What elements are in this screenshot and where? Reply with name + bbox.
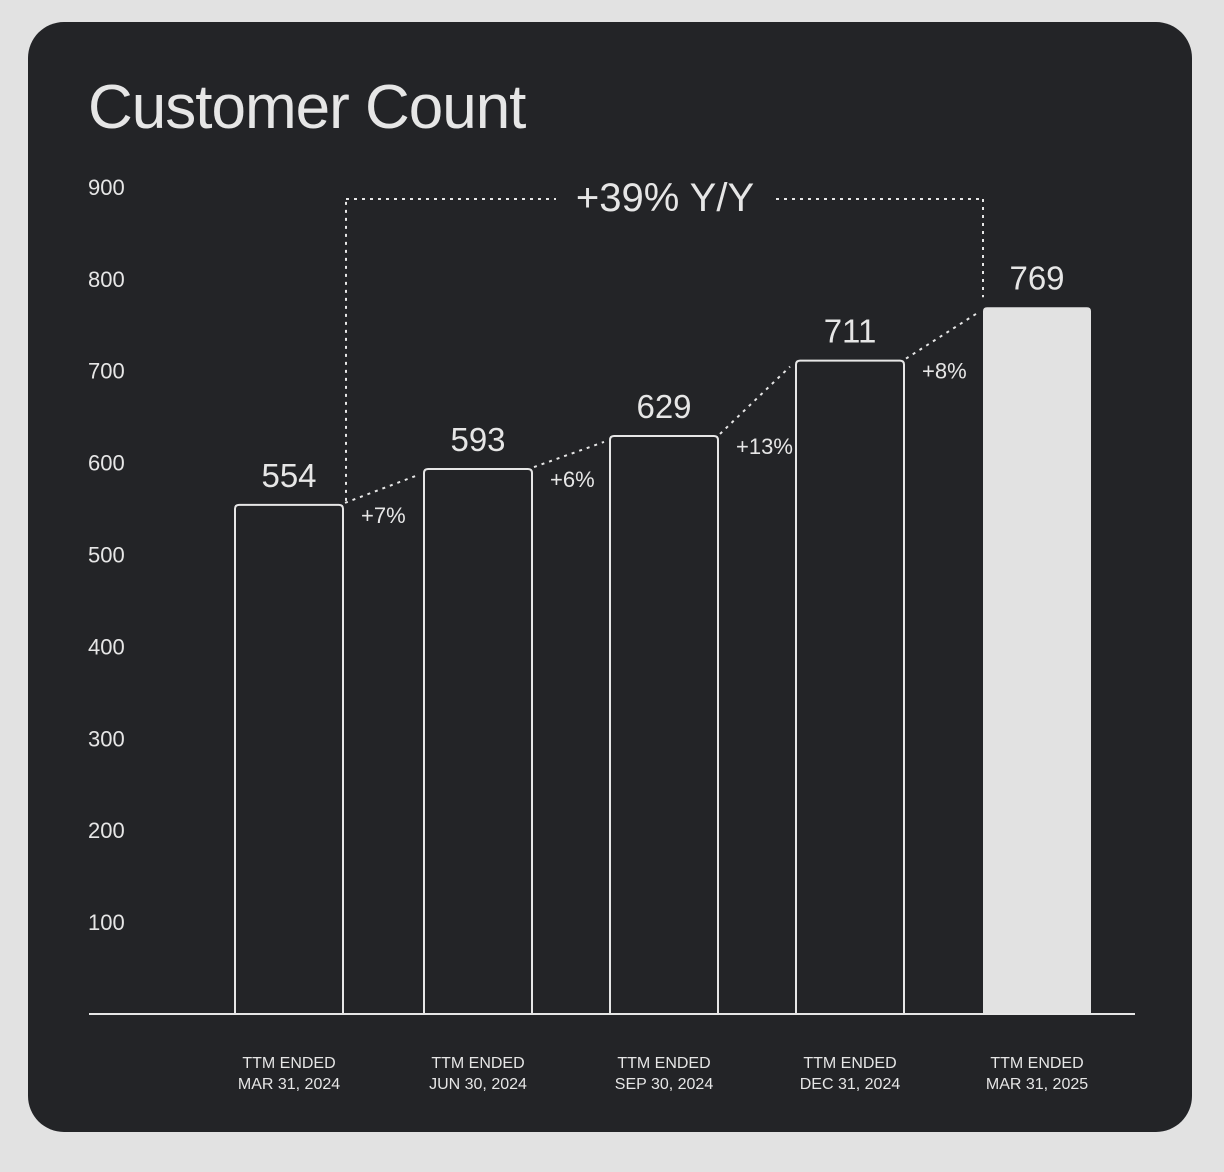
x-tick-label: TTM ENDED bbox=[617, 1055, 710, 1072]
bars-group bbox=[234, 307, 1091, 1014]
y-tick-label: 300 bbox=[88, 726, 125, 751]
x-axis-labels: TTM ENDED MAR 31, 2024 TTM ENDED JUN 30, 20… bbox=[238, 1055, 1088, 1093]
x-tick-label: JUN 30, 2024 bbox=[429, 1076, 527, 1093]
growth-connector bbox=[719, 365, 791, 435]
growth-label: +13% bbox=[736, 434, 793, 459]
x-tick-label: DEC 31, 2024 bbox=[800, 1076, 901, 1093]
growth-label: +6% bbox=[550, 467, 595, 492]
value-label: 711 bbox=[824, 313, 877, 350]
y-tick-label: 200 bbox=[88, 818, 125, 843]
growth-label: +7% bbox=[361, 503, 406, 528]
x-tick-label: TTM ENDED bbox=[242, 1055, 335, 1072]
bar bbox=[795, 359, 905, 1014]
growth-connectors bbox=[344, 312, 978, 504]
x-tick-label: TTM ENDED bbox=[990, 1055, 1083, 1072]
bar bbox=[609, 434, 719, 1014]
bar bbox=[234, 503, 344, 1014]
y-tick-label: 100 bbox=[88, 910, 125, 935]
x-tick-label: MAR 31, 2024 bbox=[238, 1076, 340, 1093]
y-tick-label: 600 bbox=[88, 451, 125, 476]
yoy-label: +39% Y/Y bbox=[576, 176, 754, 220]
value-label: 554 bbox=[261, 457, 316, 494]
x-tick-label: SEP 30, 2024 bbox=[615, 1076, 714, 1093]
y-tick-label: 700 bbox=[88, 359, 125, 384]
y-tick-label: 500 bbox=[88, 543, 125, 568]
growth-connector bbox=[344, 474, 419, 504]
x-tick-label: TTM ENDED bbox=[431, 1055, 524, 1072]
x-tick-label: MAR 31, 2025 bbox=[986, 1076, 1088, 1093]
y-tick-label: 400 bbox=[88, 634, 125, 659]
y-tick-label: 800 bbox=[88, 267, 125, 292]
value-label: 593 bbox=[450, 421, 505, 458]
bar bbox=[983, 307, 1091, 1014]
x-tick-label: TTM ENDED bbox=[803, 1055, 896, 1072]
bar bbox=[423, 468, 533, 1014]
y-axis-ticks: 100 200 300 400 500 600 700 800 900 bbox=[88, 175, 125, 935]
value-label: 769 bbox=[1009, 259, 1064, 296]
value-labels: 554 593 629 711 769 bbox=[261, 259, 1064, 494]
chart-title: Customer Count bbox=[88, 73, 526, 142]
growth-connector bbox=[533, 441, 605, 468]
yoy-annotation: +39% Y/Y bbox=[345, 176, 984, 501]
value-label: 629 bbox=[636, 388, 691, 425]
y-tick-label: 900 bbox=[88, 175, 125, 200]
growth-labels: +7% +6% +13% +8% bbox=[361, 359, 967, 528]
growth-connector bbox=[905, 312, 978, 360]
growth-label: +8% bbox=[922, 359, 967, 384]
